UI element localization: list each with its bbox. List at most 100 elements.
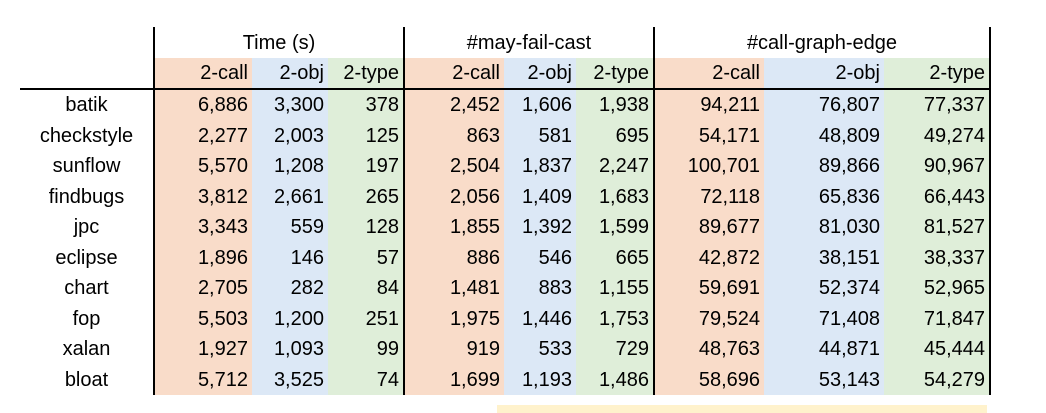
cell-cast-2-obj: 581 (504, 120, 576, 151)
cell-edge-2-call: 79,524 (653, 303, 764, 334)
cell-edge-2-type: 81,527 (884, 212, 991, 243)
cell-time-2-obj: 146 (252, 242, 328, 273)
cell-time-2-obj: 559 (252, 212, 328, 243)
cell-cast-2-obj: 1,837 (504, 151, 576, 182)
benchmark-name: jpc (73, 216, 100, 239)
cell-cast-2-type: 695 (576, 120, 654, 151)
cell-cast-2-call: 2,504 (403, 151, 504, 182)
cell-edge-2-type: 38,337 (884, 242, 991, 273)
cell-time-2-obj: 1,208 (252, 151, 328, 182)
cell-cast-2-obj: 1,193 (504, 364, 576, 395)
cell-time-2-call: 3,812 (153, 181, 252, 212)
cell-time-2-type: 378 (328, 89, 404, 121)
cell-time-2-type: 74 (328, 364, 404, 395)
cell-cast-2-obj: 1,446 (504, 303, 576, 334)
cell-time-2-type: 57 (328, 242, 404, 273)
benchmark-name: batik (65, 94, 108, 117)
cell-time-2-call: 2,277 (153, 120, 252, 151)
cell-edge-2-type: 45,444 (884, 334, 991, 365)
group-header-row: Time (s) #may-fail-cast #call-graph-edge (20, 27, 991, 58)
benchmark-name: xalan (62, 338, 111, 361)
cell-cast-2-obj: 883 (504, 273, 576, 304)
cell-edge-2-call: 58,696 (653, 364, 764, 395)
sub-header-2-obj: 2-obj (252, 58, 328, 90)
cell-cast-2-call: 2,452 (403, 89, 504, 121)
cell-edge-2-obj: 89,866 (764, 151, 884, 182)
cell-cast-2-call: 886 (403, 242, 504, 273)
cell-time-2-call: 2,705 (153, 273, 252, 304)
table-row: batik 6,886 3,300 378 2,452 1,606 1,938 94,211 7… (20, 89, 991, 121)
empty-corner (20, 27, 154, 58)
highlight-box (497, 405, 987, 413)
cell-time-2-type: 265 (328, 181, 404, 212)
cell-cast-2-call: 2,056 (403, 181, 504, 212)
cell-time-2-call: 1,896 (153, 242, 252, 273)
cell-edge-2-call: 89,677 (653, 212, 764, 243)
cell-cast-2-obj: 1,409 (504, 181, 576, 212)
table-row: findbugs 3,812 2,661 265 2,056 1,409 1,683 72,1… (20, 181, 991, 212)
cell-edge-2-type: 66,443 (884, 181, 991, 212)
cell-time-2-type: 125 (328, 120, 404, 151)
benchmark-name: checkstyle (39, 124, 134, 147)
cell-time-2-call: 6,886 (153, 89, 252, 121)
table-row: sunflow 5,570 1,208 197 2,504 1,837 2,247 100,7… (20, 151, 991, 182)
table-row: checkstyle 2,277 2,003 125 863 581 695 54,171 48… (20, 120, 991, 151)
empty-corner-2 (20, 58, 154, 90)
cell-time-2-obj: 2,661 (252, 181, 328, 212)
cell-cast-2-type: 729 (576, 334, 654, 365)
sub-header-2-call: 2-call (403, 58, 504, 90)
cell-cast-2-type: 1,155 (576, 273, 654, 304)
cell-time-2-type: 128 (328, 212, 404, 243)
cell-time-2-obj: 1,200 (252, 303, 328, 334)
sub-header-2-call: 2-call (653, 58, 764, 90)
benchmark-name: fop (72, 307, 101, 330)
cell-edge-2-call: 42,872 (653, 242, 764, 273)
cell-edge-2-type: 49,274 (884, 120, 991, 151)
sub-header-2-obj: 2-obj (504, 58, 576, 90)
cell-cast-2-call: 1,699 (403, 364, 504, 395)
sub-header-2-obj: 2-obj (764, 58, 884, 90)
sub-header-2-type: 2-type (884, 58, 991, 90)
cell-cast-2-type: 1,938 (576, 89, 654, 121)
cell-time-2-obj: 3,300 (252, 89, 328, 121)
benchmark-name: bloat (64, 368, 109, 391)
group-header-time: Time (s) (153, 27, 404, 58)
cell-cast-2-obj: 1,606 (504, 89, 576, 121)
cell-time-2-type: 251 (328, 303, 404, 334)
cell-edge-2-obj: 48,809 (764, 120, 884, 151)
cell-cast-2-obj: 1,392 (504, 212, 576, 243)
cell-edge-2-type: 54,279 (884, 364, 991, 395)
cell-cast-2-type: 2,247 (576, 151, 654, 182)
table-row: fop 5,503 1,200 251 1,975 1,446 1,753 79,524 71,… (20, 303, 991, 334)
cell-time-2-obj: 282 (252, 273, 328, 304)
cell-time-2-type: 84 (328, 273, 404, 304)
cell-cast-2-type: 1,753 (576, 303, 654, 334)
cell-edge-2-call: 59,691 (653, 273, 764, 304)
cell-time-2-obj: 1,093 (252, 334, 328, 365)
cell-time-2-call: 3,343 (153, 212, 252, 243)
cell-edge-2-obj: 44,871 (764, 334, 884, 365)
cell-edge-2-type: 90,967 (884, 151, 991, 182)
cell-edge-2-call: 54,171 (653, 120, 764, 151)
cell-time-2-call: 5,570 (153, 151, 252, 182)
table-row: chart 2,705 282 84 1,481 883 1,155 59,691 52,374… (20, 273, 991, 304)
cell-edge-2-type: 71,847 (884, 303, 991, 334)
cell-edge-2-call: 48,763 (653, 334, 764, 365)
cell-cast-2-type: 1,599 (576, 212, 654, 243)
cell-edge-2-obj: 81,030 (764, 212, 884, 243)
cell-edge-2-call: 94,211 (653, 89, 764, 121)
cell-cast-2-type: 665 (576, 242, 654, 273)
cell-edge-2-type: 77,337 (884, 89, 991, 121)
cell-time-2-type: 197 (328, 151, 404, 182)
cell-cast-2-call: 1,855 (403, 212, 504, 243)
table-row: bloat 5,712 3,525 74 1,699 1,193 1,486 58,696 53… (20, 364, 991, 395)
cell-edge-2-obj: 52,374 (764, 273, 884, 304)
cell-cast-2-obj: 533 (504, 334, 576, 365)
cell-cast-2-call: 863 (403, 120, 504, 151)
cell-time-2-obj: 3,525 (252, 364, 328, 395)
cell-time-2-type: 99 (328, 334, 404, 365)
cell-cast-2-call: 1,481 (403, 273, 504, 304)
sub-header-row: 2-call 2-obj 2-type 2-call 2-obj 2-type … (20, 58, 991, 90)
cell-edge-2-call: 72,118 (653, 181, 764, 212)
sub-header-2-call: 2-call (153, 58, 252, 90)
